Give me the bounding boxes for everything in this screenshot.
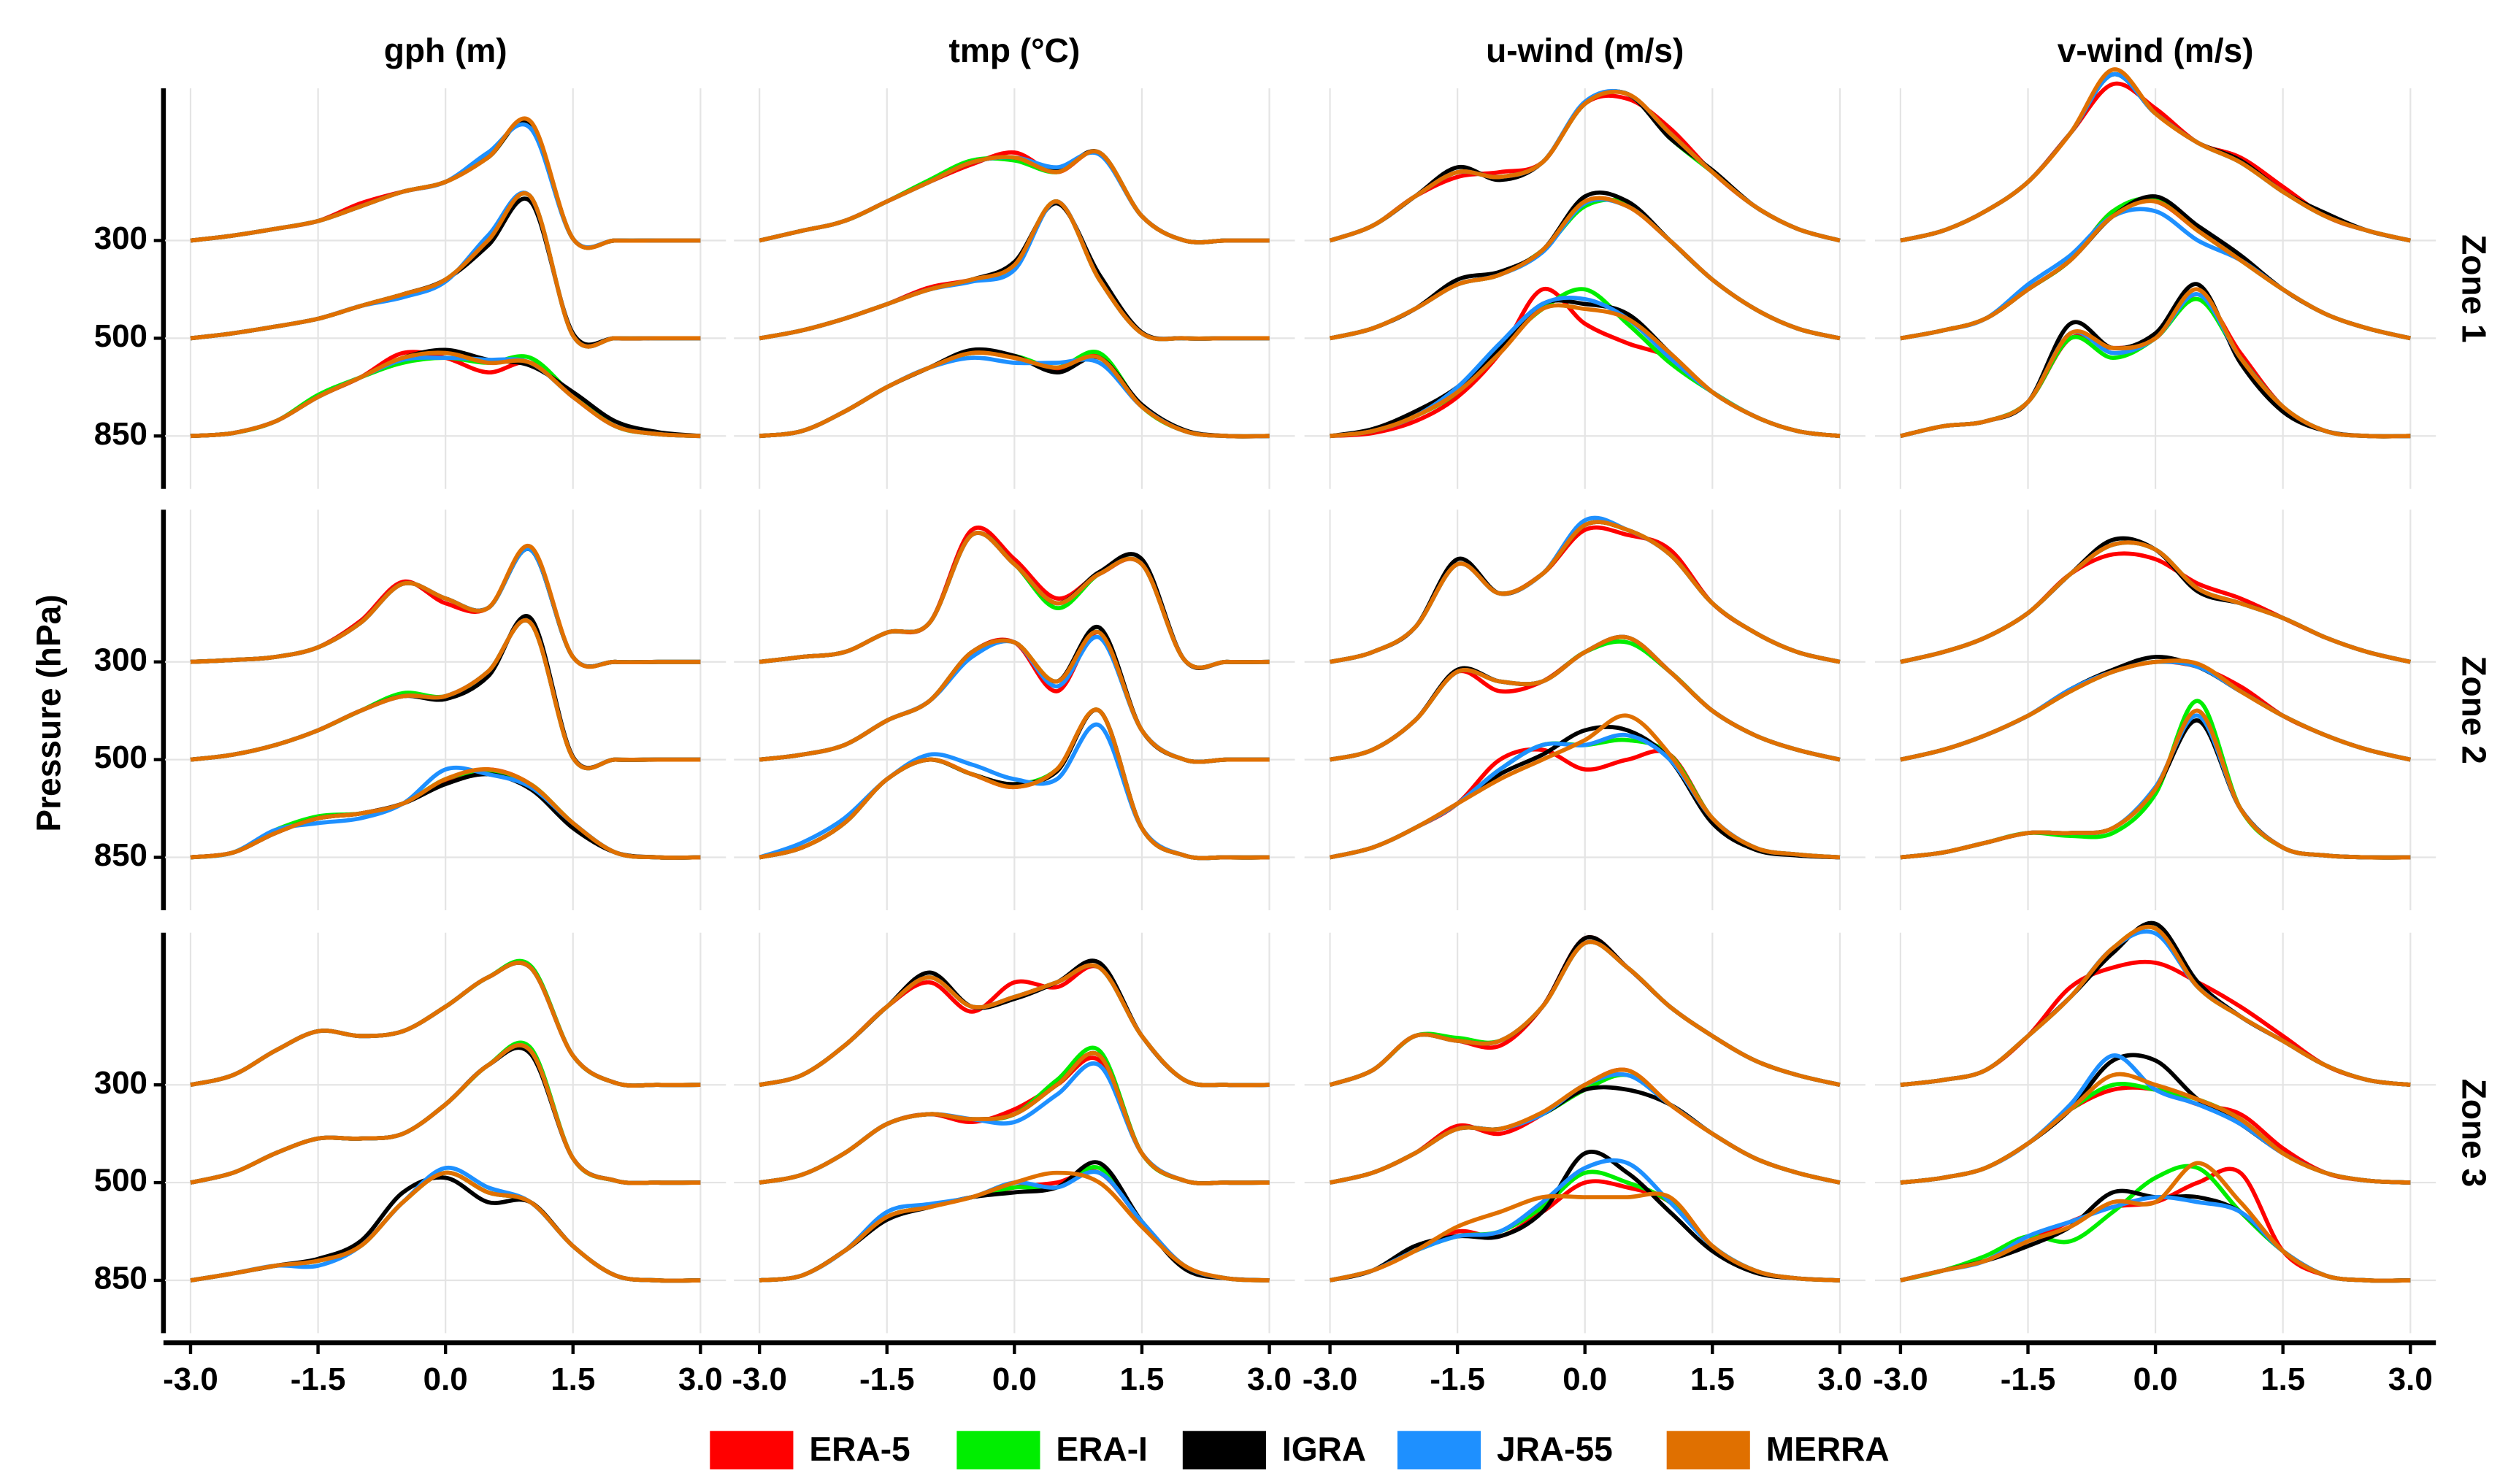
legend-label: MERRA <box>1766 1430 1890 1468</box>
x-tick-label: -1.5 <box>1430 1361 1485 1397</box>
density-line <box>1900 925 2411 1088</box>
density-line <box>1900 199 2411 341</box>
density-line <box>759 963 1270 1088</box>
y-tick-label: 850 <box>94 1261 147 1296</box>
density-line <box>190 767 701 860</box>
density-line <box>190 1043 701 1185</box>
x-tick-label: 3.0 <box>1817 1361 1862 1397</box>
legend-label: ERA-I <box>1056 1430 1147 1468</box>
density-line <box>1329 1191 1841 1283</box>
y-tick-label: 300 <box>94 220 147 256</box>
density-line <box>759 531 1270 670</box>
x-tick-label: -3.0 <box>1303 1361 1358 1397</box>
density-line <box>759 1170 1270 1283</box>
x-tick-label: 1.5 <box>1119 1361 1164 1397</box>
column-title: v-wind (m/s) <box>2058 31 2254 69</box>
density-line <box>190 961 701 1088</box>
legend-swatch <box>956 1431 1040 1469</box>
legend-label: IGRA <box>1282 1430 1366 1468</box>
legend-swatch <box>710 1431 794 1469</box>
density-line <box>1329 196 1841 341</box>
density-line <box>1329 520 1841 664</box>
density-line <box>190 618 701 771</box>
legend-swatch <box>1666 1431 1750 1469</box>
density-line <box>1900 540 2411 664</box>
density-line <box>190 350 701 439</box>
y-tick-label: 850 <box>94 837 147 873</box>
density-line <box>190 191 701 349</box>
density-line <box>1900 708 2411 860</box>
density-line <box>190 543 701 669</box>
y-tick-label: 500 <box>94 318 147 354</box>
y-tick-label: 850 <box>94 416 147 452</box>
column-title: u-wind (m/s) <box>1486 31 1684 69</box>
density-line <box>1900 658 2411 762</box>
legend-label: JRA-55 <box>1497 1430 1613 1468</box>
layout: Pressure (hPa) <box>29 594 67 831</box>
density-line <box>759 350 1270 439</box>
x-tick-label: 3.0 <box>678 1361 723 1397</box>
density-line <box>1900 1072 2411 1185</box>
x-tick-label: 1.5 <box>2261 1361 2305 1397</box>
density-line <box>759 629 1270 764</box>
y-tick-label: 300 <box>94 642 147 677</box>
density-line <box>759 149 1270 245</box>
density-line <box>759 1051 1270 1185</box>
density-line <box>1900 1161 2411 1283</box>
legend-swatch <box>1397 1431 1481 1469</box>
density-line <box>759 199 1270 342</box>
x-tick-label: -3.0 <box>732 1361 787 1397</box>
x-tick-label: 1.5 <box>1690 1361 1735 1397</box>
column-title: gph (m) <box>384 31 507 69</box>
x-tick-label: 3.0 <box>2388 1361 2433 1397</box>
density-line <box>1329 939 1841 1087</box>
density-line <box>1329 713 1841 860</box>
x-tick-label: 0.0 <box>423 1361 468 1397</box>
x-tick-label: 0.0 <box>992 1361 1037 1397</box>
x-tick-label: -1.5 <box>2001 1361 2056 1397</box>
density-line <box>190 1170 701 1283</box>
zone-label: Zone 2 <box>2455 656 2493 764</box>
legend-label: ERA-5 <box>809 1430 910 1468</box>
legend-swatch <box>1182 1431 1266 1469</box>
zone-label: Zone 3 <box>2455 1079 2493 1188</box>
y-axis-label: Pressure (hPa) <box>29 594 67 831</box>
column-title: tmp (°C) <box>949 31 1081 69</box>
x-tick-label: -1.5 <box>859 1361 915 1397</box>
x-tick-label: 3.0 <box>1247 1361 1292 1397</box>
x-tick-label: -3.0 <box>163 1361 218 1397</box>
x-tick-label: -3.0 <box>1873 1361 1928 1397</box>
y-tick-label: 500 <box>94 1163 147 1199</box>
x-tick-label: 1.5 <box>551 1361 595 1397</box>
density-line <box>190 116 701 250</box>
density-line <box>1900 287 2411 439</box>
x-tick-label: 0.0 <box>2133 1361 2178 1397</box>
y-tick-label: 500 <box>94 739 147 775</box>
density-line <box>1329 634 1841 762</box>
density-line <box>1900 67 2411 243</box>
density-line <box>759 707 1270 861</box>
zone-label: Zone 1 <box>2455 234 2493 343</box>
density-line <box>1329 1067 1841 1185</box>
x-tick-label: -1.5 <box>291 1361 346 1397</box>
y-tick-label: 300 <box>94 1065 147 1101</box>
density-line <box>1329 89 1841 243</box>
x-tick-label: 0.0 <box>1562 1361 1607 1397</box>
density-line <box>1330 303 1841 439</box>
